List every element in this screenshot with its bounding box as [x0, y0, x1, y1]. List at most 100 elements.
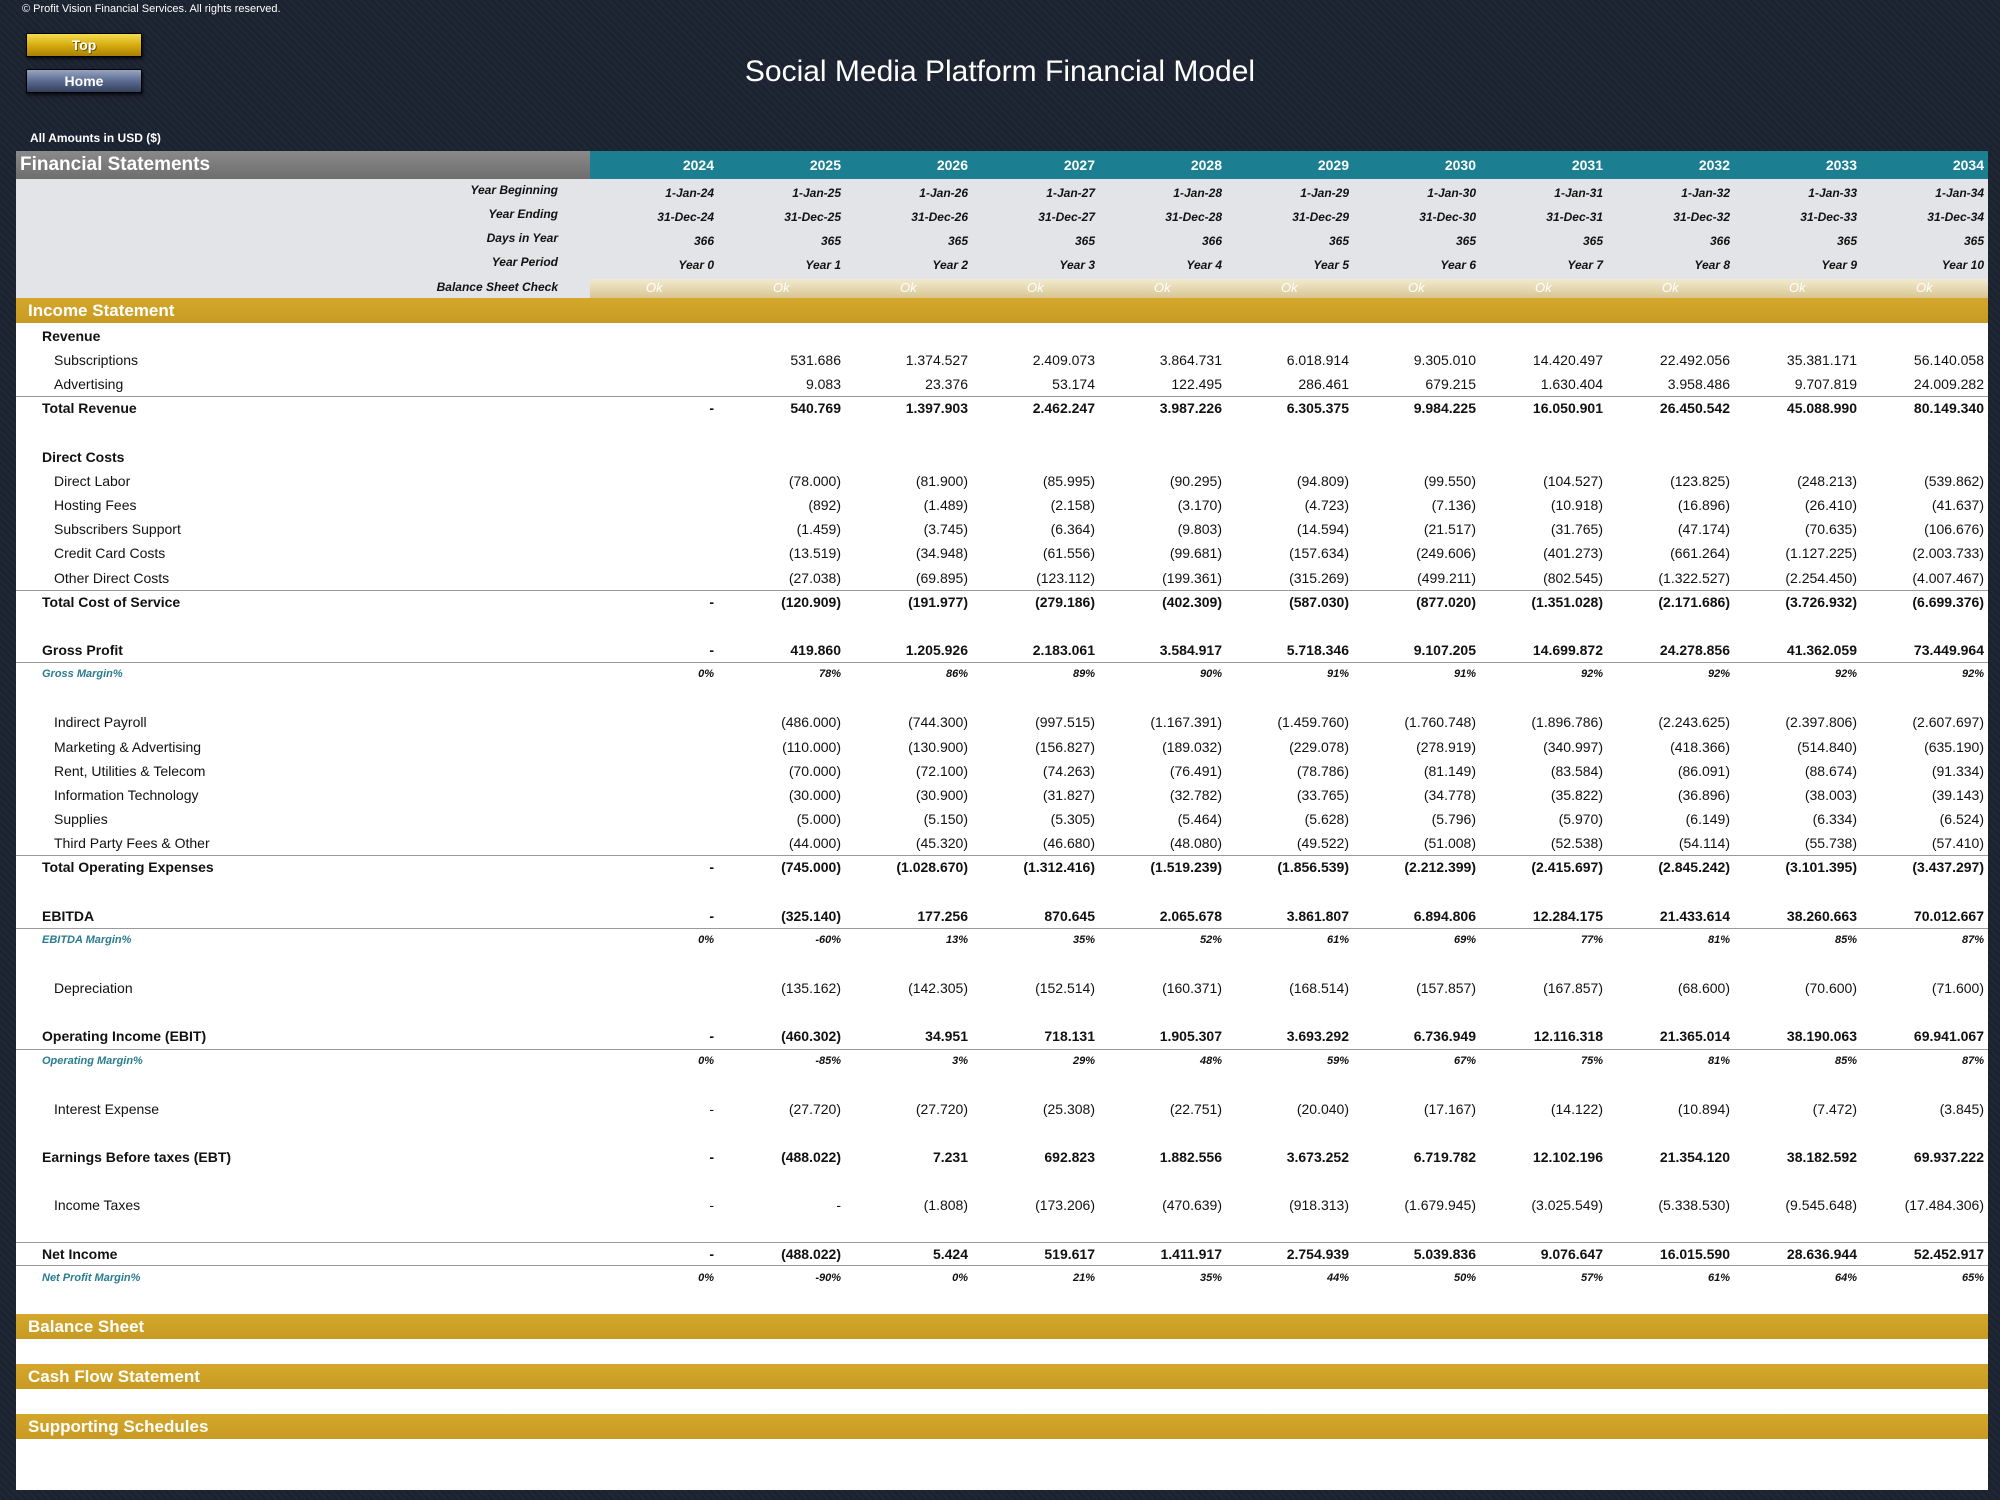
row-value: 59% — [1326, 1054, 1349, 1067]
amounts-label: All Amounts in USD ($) — [30, 131, 161, 145]
row-value: 3.861.807 — [1286, 907, 1349, 924]
row-value: (14.594) — [1296, 521, 1349, 538]
info-value: 366 — [1201, 234, 1222, 248]
row-value: 26.450.542 — [1659, 400, 1730, 417]
section-balance-sheet[interactable]: Balance Sheet — [16, 1314, 1988, 1339]
financial-sheet: Financial Statements 2024 2025 2026 2027 202… — [16, 151, 1988, 1490]
row-value: 286.461 — [1298, 376, 1349, 393]
row-value: 92% — [1834, 668, 1857, 681]
row-value: 6.018.914 — [1286, 352, 1349, 369]
row-value: 1.411.917 — [1160, 1245, 1222, 1262]
row-value: (4.007.467) — [1912, 569, 1984, 586]
row-label: EBITDA Margin% — [42, 933, 132, 946]
row-value: (70.000) — [788, 762, 841, 779]
row-value: (229.078) — [1289, 738, 1349, 755]
info-value: 31-Dec-34 — [1927, 210, 1984, 224]
row-value: 519.617 — [1044, 1245, 1095, 1262]
row-value: 6.894.806 — [1413, 907, 1476, 924]
row-value: - — [709, 1197, 714, 1214]
row-value: (2.845.242) — [1658, 859, 1730, 876]
info-value: Year 9 — [1821, 258, 1857, 272]
info-value: Year 3 — [1059, 258, 1095, 272]
row-value: 21.365.014 — [1659, 1028, 1730, 1045]
info-band — [16, 179, 1988, 298]
row-value: (156.827) — [1035, 738, 1095, 755]
section-supporting-schedules[interactable]: Supporting Schedules — [16, 1414, 1988, 1439]
row-value: 92% — [1707, 668, 1730, 681]
balance-check-strip — [590, 279, 1988, 298]
info-label: Year Ending — [488, 207, 558, 221]
row-value: 75% — [1580, 1054, 1603, 1067]
row-value: 69% — [1453, 933, 1476, 946]
row-value: 28.636.944 — [1786, 1245, 1857, 1262]
row-value: (6.364) — [1050, 521, 1095, 538]
row-label: Earnings Before taxes (EBT) — [42, 1149, 232, 1166]
row-label: Total Cost of Service — [42, 593, 181, 610]
row-value: 3.958.486 — [1667, 376, 1730, 393]
info-value: 31-Dec-29 — [1292, 210, 1349, 224]
row-value: 85% — [1834, 933, 1857, 946]
row-value: 91% — [1453, 668, 1476, 681]
row-value: 0% — [698, 933, 714, 946]
row-label: Net Income — [42, 1245, 118, 1262]
row-value: (86.091) — [1677, 762, 1730, 779]
row-value: 21.433.614 — [1659, 907, 1730, 924]
info-value: 31-Dec-28 — [1165, 210, 1222, 224]
row-value: (539.862) — [1924, 472, 1984, 489]
balance-check-ok: Ok — [1535, 280, 1552, 295]
info-value: 31-Dec-26 — [911, 210, 968, 224]
info-value: 365 — [820, 234, 841, 248]
row-value: (248.213) — [1797, 472, 1857, 489]
row-value: 0% — [698, 1271, 714, 1284]
row-value: (57.410) — [1931, 835, 1984, 852]
row-value: (3.745) — [923, 521, 968, 538]
row-value: 69.937.222 — [1913, 1149, 1984, 1166]
row-value: (892) — [808, 497, 841, 514]
row-rule — [16, 396, 1988, 398]
row-value: (27.038) — [788, 569, 841, 586]
row-value: 16.050.901 — [1532, 400, 1603, 417]
row-value: (1.459.760) — [1277, 714, 1349, 731]
row-value: (26.410) — [1804, 497, 1857, 514]
row-value: (27.720) — [915, 1100, 968, 1117]
row-value: (278.919) — [1416, 738, 1476, 755]
row-value: (49.522) — [1296, 835, 1349, 852]
row-value: (2.212.399) — [1404, 859, 1476, 876]
row-label: Information Technology — [54, 786, 199, 803]
row-value: (997.515) — [1035, 714, 1095, 731]
row-value: 14.699.872 — [1532, 641, 1603, 658]
section-income-statement[interactable]: Income Statement — [16, 298, 1988, 323]
row-value: (157.634) — [1289, 545, 1349, 562]
row-label: Operating Income (EBIT) — [42, 1028, 207, 1045]
row-value: (74.263) — [1042, 762, 1095, 779]
row-value: (418.366) — [1670, 738, 1730, 755]
row-value: - — [709, 859, 714, 876]
row-value: (2.171.686) — [1658, 593, 1730, 610]
row-value: (27.720) — [788, 1100, 841, 1117]
section-cash-flow-statement[interactable]: Cash Flow Statement — [16, 1364, 1988, 1389]
row-value: (90.295) — [1169, 472, 1222, 489]
row-value: 122.495 — [1171, 376, 1222, 393]
row-value: - — [709, 1100, 714, 1117]
row-value: 1.374.527 — [905, 352, 968, 369]
row-rule — [16, 662, 1988, 664]
row-value: (99.681) — [1169, 545, 1222, 562]
row-value: (1.351.028) — [1531, 593, 1603, 610]
row-value: (1.322.527) — [1658, 569, 1730, 586]
home-button[interactable]: Home — [26, 69, 142, 93]
row-value: 70.012.667 — [1913, 907, 1984, 924]
row-value: (587.030) — [1289, 593, 1349, 610]
row-label: Total Revenue — [42, 400, 137, 417]
row-value: (25.308) — [1042, 1100, 1095, 1117]
row-value: (69.895) — [915, 569, 968, 586]
top-button[interactable]: Top — [26, 33, 142, 57]
row-value: (22.751) — [1169, 1100, 1222, 1117]
row-value: (1.459) — [796, 521, 841, 538]
row-value: 13% — [945, 933, 968, 946]
row-value: (68.600) — [1677, 980, 1730, 997]
balance-check-ok: Ok — [1916, 280, 1933, 295]
row-value: (78.786) — [1296, 762, 1349, 779]
row-value: (514.840) — [1797, 738, 1857, 755]
info-value: 1-Jan-29 — [1300, 186, 1349, 200]
row-value: (16.896) — [1677, 497, 1730, 514]
